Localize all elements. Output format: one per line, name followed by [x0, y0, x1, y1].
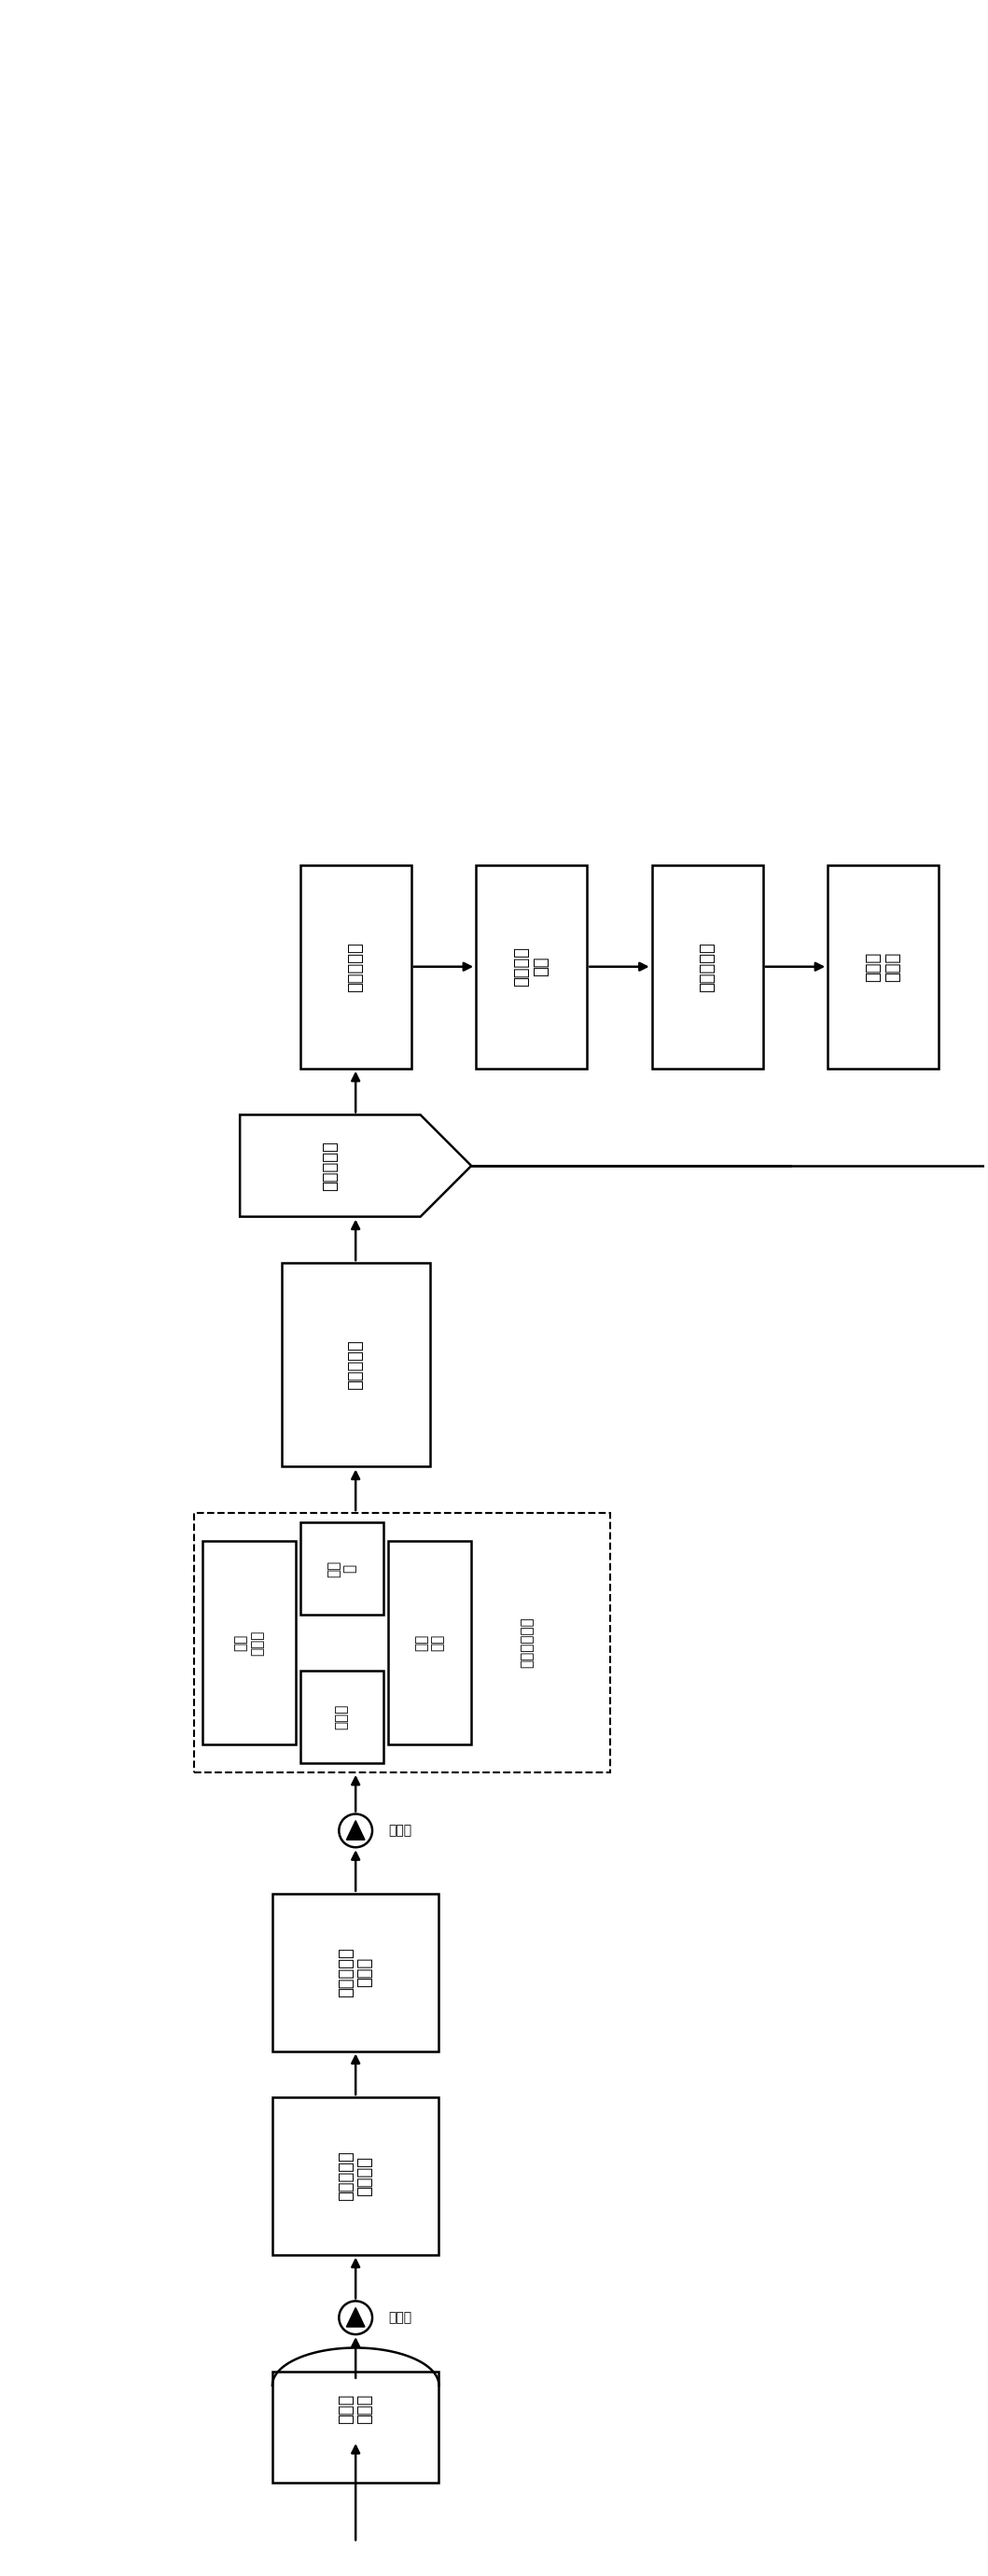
Text: 补料泵: 补料泵 [388, 1824, 411, 1837]
Text: 氨水及添加
剂混合槽: 氨水及添加 剂混合槽 [338, 2151, 373, 2200]
Text: 结晶中间槽: 结晶中间槽 [347, 1340, 364, 1391]
Polygon shape [347, 2308, 365, 2326]
Bar [282, 1262, 430, 1466]
Bar [273, 1893, 439, 2050]
Text: 变频控制系统: 变频控制系统 [520, 1618, 534, 1669]
Text: 铝酸铵溶液
调配槽: 铝酸铵溶液 调配槽 [338, 1947, 373, 1996]
Text: 振动筛分机: 振动筛分机 [699, 943, 715, 992]
Bar [652, 866, 763, 1069]
Text: 蒸发
结晶区: 蒸发 结晶区 [234, 1631, 264, 1656]
Bar [273, 2372, 439, 2483]
Text: 钼酸铵
反应槽: 钼酸铵 反应槽 [338, 2393, 373, 2424]
Text: 微波干燥机: 微波干燥机 [347, 943, 364, 992]
Bar [194, 1512, 611, 1772]
Text: 粒径
控制: 粒径 控制 [415, 1633, 445, 1651]
Text: 方式振荡
分机: 方式振荡 分机 [514, 945, 549, 987]
Text: 离　心　机: 离 心 机 [322, 1141, 339, 1190]
Text: 加料泵: 加料泵 [388, 2311, 411, 2324]
Bar [300, 1522, 383, 1615]
Text: 电脑秤
装袋机: 电脑秤 装袋机 [865, 951, 901, 981]
Bar [273, 2097, 439, 2254]
Bar [203, 1540, 295, 1744]
Polygon shape [347, 1821, 365, 1839]
Bar [828, 866, 939, 1069]
Circle shape [339, 2300, 372, 2334]
Text: 加热区: 加热区 [335, 1703, 349, 1728]
Bar [300, 866, 411, 1069]
Polygon shape [240, 1115, 471, 1216]
Bar [388, 1540, 471, 1744]
Bar [476, 866, 587, 1069]
Text: 成核
区: 成核 区 [327, 1561, 357, 1577]
Bar [300, 1669, 383, 1762]
Circle shape [339, 1814, 372, 1847]
